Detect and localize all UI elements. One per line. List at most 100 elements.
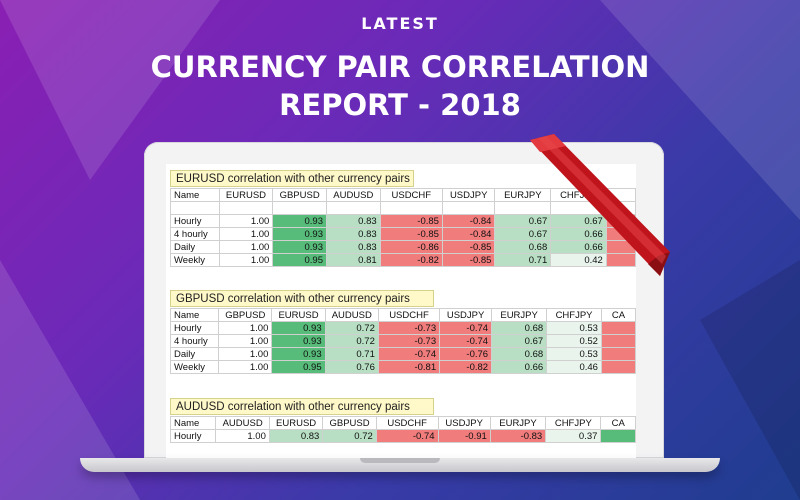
correlation-cell: -0.74 <box>375 429 439 443</box>
correlation-cell <box>600 334 636 348</box>
table-row: Weekly 1.00 0.95 0.76 -0.81 -0.82 0.66 0.46 <box>169 360 636 374</box>
table-row: Hourly 1.00 0.93 0.72 -0.73 -0.74 0.68 0.53 <box>169 321 636 335</box>
correlation-cell: -0.84 <box>441 227 496 241</box>
correlation-cell <box>600 347 636 361</box>
correlation-cell: -0.82 <box>439 360 493 374</box>
empty-cell <box>379 201 443 215</box>
correlation-cell: 0.68 <box>494 240 552 254</box>
correlation-cell: -0.73 <box>377 321 441 335</box>
correlation-cell: 0.76 <box>324 360 379 374</box>
empty-cell <box>441 201 496 215</box>
correlation-cell: 0.66 <box>491 360 548 374</box>
column-header: AUDUSD <box>215 416 270 430</box>
row-label: Weekly <box>170 253 220 267</box>
correlation-cell: 1.00 <box>218 214 274 228</box>
column-header: Name <box>169 416 217 430</box>
correlation-cell: 0.83 <box>325 227 381 241</box>
correlation-cell: -0.83 <box>489 429 547 443</box>
column-header: CHFJPY <box>546 308 602 322</box>
column-header: GBPUSD <box>218 308 273 322</box>
correlation-cell <box>600 360 636 374</box>
empty-cell <box>170 201 220 215</box>
correlation-cell: -0.76 <box>439 347 493 361</box>
correlation-cell: 0.72 <box>324 321 379 335</box>
correlation-cell: 1.00 <box>218 227 274 241</box>
correlation-cell: 0.95 <box>272 253 327 267</box>
table-row: Daily 1.00 0.93 0.71 -0.74 -0.76 0.68 0.53 <box>169 347 636 361</box>
column-header: USDJPY <box>439 308 493 322</box>
correlation-cell: 0.95 <box>271 360 326 374</box>
column-header: Name <box>170 188 220 202</box>
empty-cell <box>272 201 327 215</box>
column-header: CA <box>600 308 636 322</box>
column-header: CHFJPY <box>545 416 602 430</box>
correlation-cell: 0.93 <box>272 227 327 241</box>
table-header-row: Name AUDUSD EURUSD GBPUSD USDCHF USDJPY EURJPY… <box>169 416 636 430</box>
correlation-cell: 0.93 <box>271 321 326 335</box>
empty-cell <box>325 201 381 215</box>
correlation-cell: -0.74 <box>439 334 493 348</box>
row-label: Hourly <box>169 429 217 443</box>
correlation-cell: 0.53 <box>546 321 602 335</box>
row-label: 4 hourly <box>170 227 220 241</box>
correlation-cell: 0.72 <box>324 334 379 348</box>
column-header: GBPUSD <box>322 416 377 430</box>
row-label: 4 hourly <box>169 334 220 348</box>
column-header: USDCHF <box>377 308 441 322</box>
row-label: Weekly <box>169 360 220 374</box>
correlation-cell: 0.83 <box>325 214 381 228</box>
correlation-cell: 0.53 <box>546 347 602 361</box>
column-header: USDCHF <box>375 416 439 430</box>
correlation-cell: 0.72 <box>322 429 377 443</box>
correlation-cell <box>600 321 636 335</box>
correlation-cell <box>605 253 636 267</box>
column-header: EURUSD <box>268 416 324 430</box>
correlation-cell: 0.83 <box>325 240 381 254</box>
page-title: CURRENCY PAIR CORRELATION REPORT - 2018 <box>0 48 800 124</box>
table-header-row: Name GBPUSD EURUSD AUDUSD USDCHF USDJPY EURJPY… <box>169 308 636 322</box>
table-caption: GBPUSD correlation with other currency p… <box>170 290 434 307</box>
correlation-cell: 0.81 <box>325 253 381 267</box>
correlation-cell: 1.00 <box>218 360 273 374</box>
correlation-cell: -0.91 <box>437 429 491 443</box>
correlation-cell: 0.71 <box>324 347 379 361</box>
column-header: EURUSD <box>271 308 326 322</box>
column-header: EURJPY <box>491 308 548 322</box>
table-caption: AUDUSD correlation with other currency p… <box>170 398 434 415</box>
correlation-cell: -0.73 <box>377 334 441 348</box>
correlation-cell: -0.85 <box>441 240 496 254</box>
table-row: Weekly 1.00 0.95 0.81 -0.82 -0.85 0.71 0.42 <box>170 253 636 267</box>
correlation-cell: -0.82 <box>379 253 443 267</box>
correlation-cell: 0.83 <box>268 429 324 443</box>
laptop-notch <box>360 458 440 463</box>
column-header: USDJPY <box>437 416 491 430</box>
correlation-cell: 1.00 <box>218 321 273 335</box>
correlation-cell: 0.93 <box>271 347 326 361</box>
correlation-cell: 0.42 <box>550 253 607 267</box>
table-row: Daily 1.00 0.93 0.83 -0.86 -0.85 0.68 0.66 <box>170 240 636 254</box>
correlation-cell: 0.93 <box>271 334 326 348</box>
column-header: CA <box>600 416 636 430</box>
empty-cell <box>218 201 274 215</box>
table-header-row: Name EURUSD GBPUSD AUDUSD USDCHF USDJPY EURJPY… <box>170 188 636 202</box>
correlation-cell: 0.52 <box>546 334 602 348</box>
correlation-cell: 0.68 <box>491 321 548 335</box>
correlation-cell <box>600 429 636 443</box>
correlation-cell: 0.93 <box>272 240 327 254</box>
title-line-2: REPORT - 2018 <box>279 88 521 122</box>
laptop-screen: EURUSD correlation with other currency p… <box>166 164 636 458</box>
column-header: EURUSD <box>218 188 274 202</box>
correlation-cell: 1.00 <box>218 253 274 267</box>
correlation-cell: -0.74 <box>439 321 493 335</box>
kicker-text: LATEST <box>361 14 439 33</box>
correlation-cell: 0.68 <box>491 347 548 361</box>
correlation-cell: 0.66 <box>550 240 607 254</box>
column-header: AUDUSD <box>324 308 379 322</box>
correlation-cell: -0.74 <box>377 347 441 361</box>
table-caption: EURUSD correlation with other currency p… <box>170 170 414 187</box>
column-header: AUDUSD <box>325 188 381 202</box>
table-row: 4 hourly 1.00 0.93 0.72 -0.73 -0.74 0.67 0.52 <box>169 334 636 348</box>
column-header: USDJPY <box>441 188 496 202</box>
correlation-cell: 1.00 <box>218 334 273 348</box>
